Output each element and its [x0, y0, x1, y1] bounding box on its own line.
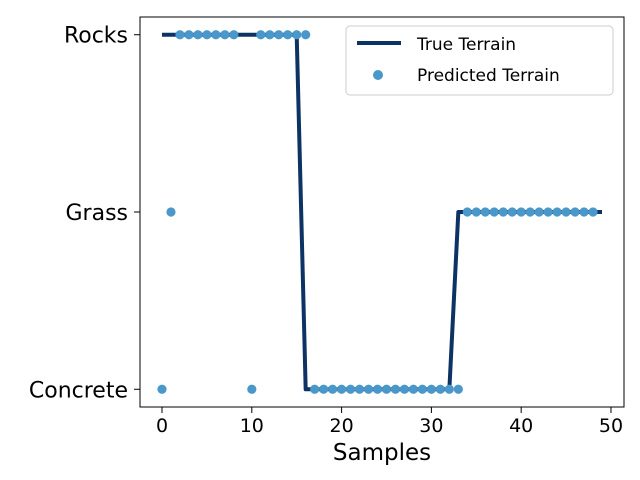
predicted-terrain-point — [399, 384, 410, 394]
predicted-terrain-point — [193, 30, 203, 40]
y-tick-label: Rocks — [64, 24, 128, 49]
predicted-terrain-point — [552, 207, 562, 217]
predicted-terrain-point — [588, 207, 598, 217]
predicted-terrain-point — [157, 384, 167, 394]
predicted-terrain-point — [184, 30, 194, 40]
y-axis: Concrete Grass Rocks — [29, 24, 140, 403]
predicted-terrain-point — [570, 207, 580, 217]
plot-area — [157, 30, 602, 394]
predicted-terrain-point — [220, 30, 230, 40]
predicted-terrain-point — [579, 207, 589, 217]
predicted-terrain-point — [381, 384, 392, 394]
predicted-terrain-point — [336, 384, 347, 394]
x-axis-label: Samples — [333, 440, 431, 466]
predicted-terrain-point — [202, 30, 212, 40]
predicted-terrain-point — [507, 207, 517, 217]
predicted-terrain-point — [489, 207, 499, 217]
predicted-terrain-point — [426, 384, 436, 394]
predicted-terrain-point — [345, 384, 356, 394]
predicted-terrain-point — [372, 384, 383, 394]
y-tick-label: Grass — [66, 201, 129, 226]
predicted-terrain-point — [319, 384, 329, 394]
predicted-terrain-point — [498, 207, 508, 217]
predicted-terrain-point — [256, 30, 266, 40]
predicted-terrain-point — [354, 384, 365, 394]
predicted-terrain-point — [175, 30, 185, 40]
predicted-terrain-point — [229, 30, 239, 40]
predicted-terrain-point — [310, 384, 320, 394]
legend-box — [345, 25, 614, 96]
predicted-terrain-point — [444, 384, 454, 394]
predicted-terrain-point — [435, 384, 445, 394]
predicted-terrain-point — [265, 30, 275, 40]
x-tick-label: 40 — [509, 415, 533, 437]
y-tick-label: Concrete — [29, 378, 128, 403]
predicted-terrain-point — [561, 207, 571, 217]
predicted-terrain-point — [301, 30, 311, 40]
predicted-terrain-point — [408, 384, 419, 394]
predicted-terrain-point — [480, 207, 490, 217]
predicted-terrain-point — [534, 207, 544, 217]
predicted-terrain-point — [274, 30, 284, 40]
legend-label-true-terrain: True Terrain — [416, 35, 516, 55]
predicted-terrain-point — [525, 207, 535, 217]
predicted-terrain-point — [363, 384, 374, 394]
legend-label-predicted-terrain: Predicted Terrain — [417, 66, 560, 86]
legend-marker-predicted-terrain — [373, 70, 383, 80]
predicted-terrain-point — [292, 30, 302, 40]
x-tick-label: 50 — [599, 415, 623, 437]
predicted-terrain-point — [417, 384, 428, 394]
predicted-terrain-point — [516, 207, 526, 217]
predicted-terrain-point — [328, 384, 338, 394]
predicted-terrain-point — [166, 207, 176, 217]
predicted-terrain-point — [390, 384, 401, 394]
x-tick-label: 20 — [329, 415, 353, 437]
predicted-terrain-point — [543, 207, 553, 217]
x-tick-label: 0 — [156, 415, 168, 437]
predicted-terrain-point — [471, 207, 481, 217]
x-tick-label: 10 — [240, 415, 264, 437]
predicted-terrain-point — [462, 207, 472, 217]
predicted-terrain-point — [247, 384, 257, 394]
predicted-terrain-point — [453, 384, 463, 394]
x-axis: 0 10 20 30 40 50 — [156, 407, 623, 437]
predicted-terrain-point — [283, 30, 293, 40]
legend: True Terrain Predicted Terrain — [345, 25, 614, 96]
predicted-terrain-point — [211, 30, 221, 40]
x-tick-label: 30 — [419, 415, 443, 437]
